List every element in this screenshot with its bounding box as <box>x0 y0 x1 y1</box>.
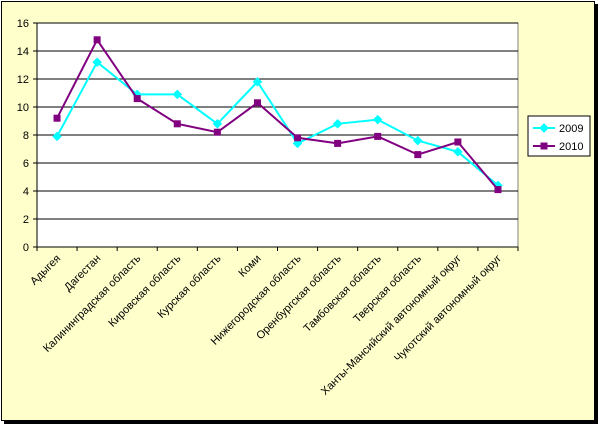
data-point <box>494 186 502 194</box>
y-tick-label: 2 <box>23 214 29 226</box>
legend-label: 2010 <box>559 141 583 153</box>
data-point <box>213 128 221 136</box>
data-point <box>133 95 141 103</box>
series-line-2010 <box>56 37 499 191</box>
y-tick-label: 16 <box>17 18 29 30</box>
data-point <box>92 57 102 68</box>
data-point <box>172 89 183 100</box>
x-tick-label: Адыгея <box>28 253 63 288</box>
legend-box <box>527 115 591 157</box>
data-point <box>173 120 181 128</box>
y-tick-label: 14 <box>17 46 29 58</box>
y-tick-label: 12 <box>17 74 29 86</box>
data-point <box>332 118 343 129</box>
data-point <box>52 131 62 142</box>
data-point <box>372 114 383 125</box>
data-point <box>253 99 261 107</box>
chart-legend: 2009 2010 <box>527 115 591 157</box>
y-tick-label: 6 <box>23 158 29 170</box>
data-point <box>334 139 342 147</box>
data-point <box>93 36 101 44</box>
data-point <box>374 132 382 140</box>
y-tick-label: 0 <box>23 242 29 254</box>
data-point <box>539 123 549 133</box>
data-point <box>454 138 462 146</box>
x-tick-label: Дагестан <box>62 253 103 294</box>
x-tick-label: Тамбовская область <box>302 252 384 334</box>
y-tick-label: 10 <box>17 102 29 114</box>
data-point <box>294 134 302 142</box>
data-point <box>412 135 423 146</box>
legend-label: 2009 <box>559 123 583 135</box>
data-point <box>212 118 223 129</box>
data-point <box>252 76 263 87</box>
data-point <box>53 114 61 122</box>
x-tick-label: Тверская область <box>351 252 424 325</box>
data-point <box>540 142 548 150</box>
x-tick-label: Кировская область <box>106 252 183 329</box>
x-tick-label: Ханты-Мансийский автономный округ <box>319 253 464 398</box>
y-tick-label: 4 <box>23 186 29 198</box>
y-tick-label: 8 <box>23 130 29 142</box>
data-point <box>453 146 463 157</box>
x-tick-label: Коми <box>237 253 264 280</box>
data-point <box>414 151 422 159</box>
chart-area: 0 2 4 6 8 10 12 14 16 Адыгея Дагестан Калининградск… <box>1 1 595 421</box>
